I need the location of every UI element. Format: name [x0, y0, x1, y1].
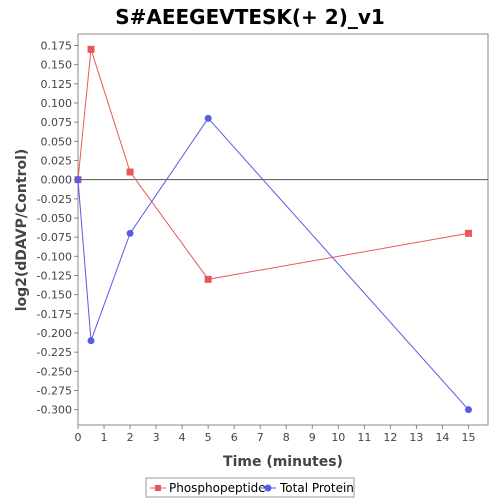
y-tick-label: -0.150	[37, 289, 72, 302]
x-axis-label: Time (minutes)	[223, 454, 343, 470]
x-tick-label: 14	[435, 431, 449, 444]
x-tick-label: 12	[383, 431, 397, 444]
x-tick-label: 11	[357, 431, 371, 444]
x-tick-label: 10	[331, 431, 345, 444]
x-tick-label: 7	[257, 431, 264, 444]
chart-title: S#AEEGEVTESK(+ 2)_v1	[115, 5, 385, 29]
y-tick-label: -0.025	[37, 193, 72, 206]
data-point-total-protein	[204, 114, 212, 122]
y-tick-label: -0.250	[37, 365, 72, 378]
y-tick-label: 0.000	[41, 174, 73, 187]
y-tick-label: -0.075	[37, 231, 72, 244]
data-point-phosphopeptide	[87, 45, 95, 53]
y-tick-label: -0.175	[37, 308, 72, 321]
series-layer	[74, 45, 472, 414]
legend-box	[145, 477, 355, 498]
data-point-total-protein	[87, 337, 95, 345]
x-tick-label: 0	[75, 431, 82, 444]
data-point-phosphopeptide	[204, 275, 212, 283]
legend-marker-total-protein	[264, 484, 272, 492]
x-tick-label: 15	[461, 431, 475, 444]
y-tick-label: 0.125	[41, 78, 73, 91]
data-point-total-protein	[464, 406, 472, 414]
y-tick-label: 0.150	[41, 59, 73, 72]
y-tick-label: 0.175	[41, 40, 73, 53]
x-tick-label: 9	[309, 431, 316, 444]
y-tick-label: -0.125	[37, 270, 72, 283]
y-tick-label: 0.025	[41, 155, 73, 168]
legend-item-total-protein: Total Protein	[260, 481, 354, 495]
x-tick-label: 8	[283, 431, 290, 444]
legend-label-total-protein: Total Protein	[279, 481, 354, 495]
x-tick-label: 1	[101, 431, 108, 444]
y-tick-label: 0.100	[41, 97, 73, 110]
y-tick-label: 0.075	[41, 116, 73, 129]
x-tick-label: 3	[153, 431, 160, 444]
x-tick-label: 6	[231, 431, 238, 444]
y-axis-label: log2(dDAVP/Control)	[14, 149, 30, 312]
y-tick-label: -0.200	[37, 327, 72, 340]
data-point-total-protein	[74, 176, 82, 184]
data-point-phosphopeptide	[126, 168, 134, 176]
x-tick-label: 13	[409, 431, 423, 444]
data-point-total-protein	[126, 229, 134, 237]
y-tick-label: -0.275	[37, 385, 72, 398]
x-tick-label: 4	[179, 431, 186, 444]
y-tick-label: -0.100	[37, 250, 72, 263]
x-axis: 0 1 2 3 4 5 6 7 8 9 10 11 12 13 14 15	[75, 425, 475, 444]
x-tick-label: 2	[127, 431, 134, 444]
legend: Phosphopeptide Total Protein	[145, 477, 355, 498]
y-tick-label: -0.050	[37, 212, 72, 225]
y-tick-label: -0.225	[37, 346, 72, 359]
plot-area	[77, 33, 489, 426]
legend-item-phosphopeptide: Phosphopeptide	[150, 481, 266, 495]
legend-marker-phosphopeptide	[155, 485, 161, 491]
data-point-phosphopeptide	[464, 229, 472, 237]
legend-label-phosphopeptide: Phosphopeptide	[169, 481, 266, 495]
y-tick-label: -0.300	[37, 404, 72, 417]
x-tick-label: 5	[205, 431, 212, 444]
y-tick-label: 0.050	[41, 135, 73, 148]
y-axis: 0.175 0.150 0.125 0.100 0.075 0.050 0.025 0.000…	[37, 40, 78, 417]
